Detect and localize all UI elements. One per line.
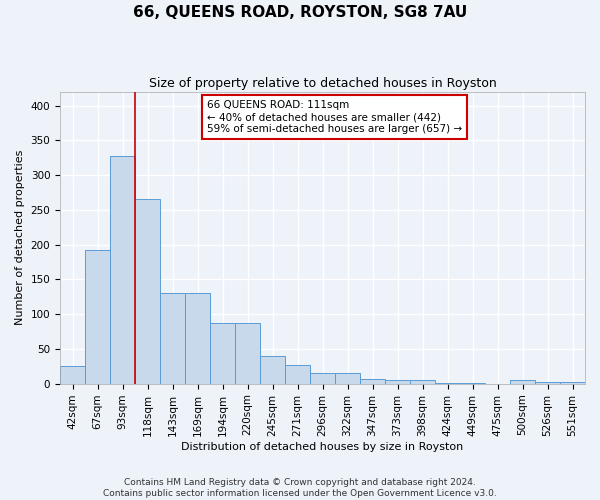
Text: 66, QUEENS ROAD, ROYSTON, SG8 7AU: 66, QUEENS ROAD, ROYSTON, SG8 7AU — [133, 5, 467, 20]
Bar — [85, 250, 110, 384]
Bar — [510, 380, 535, 384]
Bar — [135, 200, 160, 384]
Bar — [535, 382, 560, 384]
Bar — [435, 383, 460, 384]
Bar — [310, 374, 335, 384]
Text: 66 QUEENS ROAD: 111sqm
← 40% of detached houses are smaller (442)
59% of semi-de: 66 QUEENS ROAD: 111sqm ← 40% of detached… — [207, 100, 462, 134]
Bar — [285, 365, 310, 384]
Bar — [410, 380, 435, 384]
Bar — [385, 380, 410, 384]
Bar — [185, 294, 210, 384]
X-axis label: Distribution of detached houses by size in Royston: Distribution of detached houses by size … — [181, 442, 464, 452]
Title: Size of property relative to detached houses in Royston: Size of property relative to detached ho… — [149, 78, 496, 90]
Bar — [110, 156, 135, 384]
Bar — [235, 323, 260, 384]
Bar — [260, 356, 285, 384]
Bar — [210, 323, 235, 384]
Bar — [335, 374, 360, 384]
Text: Contains HM Land Registry data © Crown copyright and database right 2024.
Contai: Contains HM Land Registry data © Crown c… — [103, 478, 497, 498]
Bar — [360, 379, 385, 384]
Bar — [460, 383, 485, 384]
Y-axis label: Number of detached properties: Number of detached properties — [15, 150, 25, 326]
Bar — [560, 382, 585, 384]
Bar — [160, 294, 185, 384]
Bar — [60, 366, 85, 384]
